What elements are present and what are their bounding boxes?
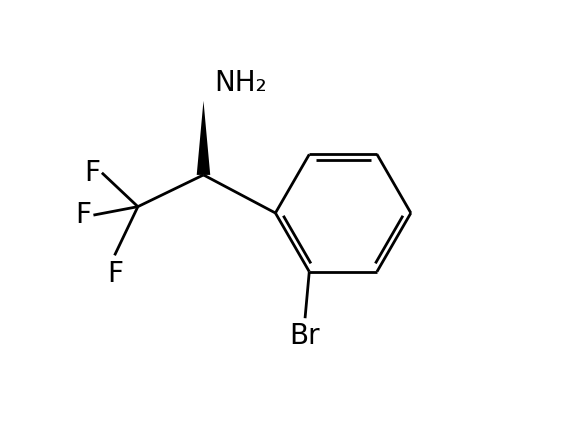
Text: F: F <box>76 201 92 229</box>
Text: Br: Br <box>290 322 320 351</box>
Text: F: F <box>108 259 124 288</box>
Text: F: F <box>84 159 100 187</box>
Polygon shape <box>197 101 210 175</box>
Text: NH₂: NH₂ <box>214 69 267 97</box>
